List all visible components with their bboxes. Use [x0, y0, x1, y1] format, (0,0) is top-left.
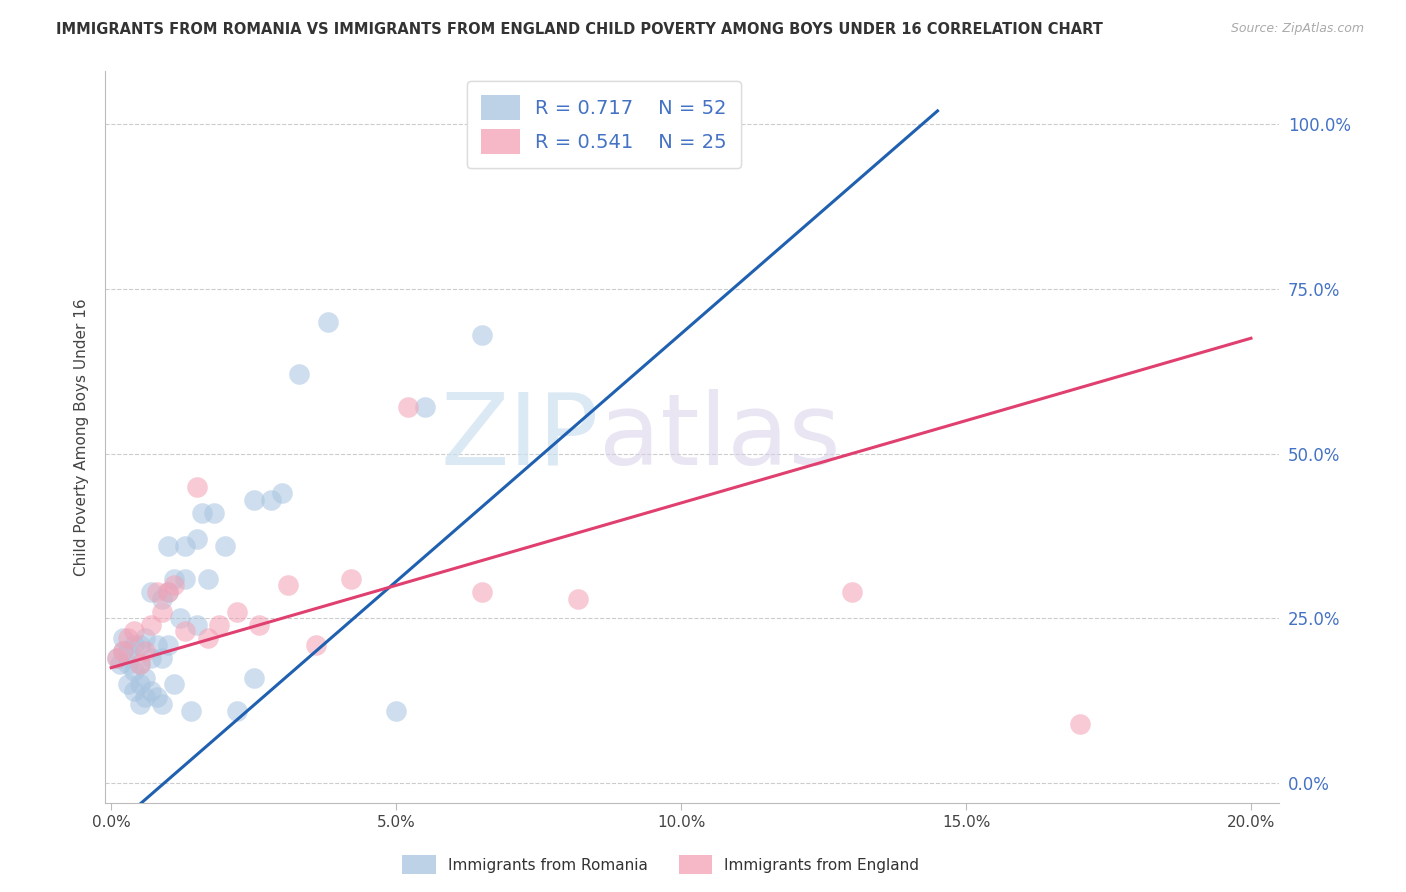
Point	[117, 677, 139, 691]
Point	[105, 650, 128, 665]
Point	[117, 657, 139, 672]
Point	[145, 585, 167, 599]
Point	[128, 657, 150, 672]
Text: ZIP: ZIP	[440, 389, 599, 485]
Point	[157, 638, 180, 652]
Y-axis label: Child Poverty Among Boys Under 16: Child Poverty Among Boys Under 16	[75, 298, 90, 576]
Point	[128, 657, 150, 672]
Point	[163, 578, 186, 592]
Point	[277, 578, 299, 592]
Point	[242, 671, 264, 685]
Point	[122, 638, 145, 652]
Point	[117, 644, 139, 658]
Point	[208, 618, 231, 632]
Text: atlas: atlas	[599, 389, 841, 485]
Point	[169, 611, 191, 625]
Point	[163, 677, 186, 691]
Point	[152, 591, 174, 606]
Point	[197, 631, 219, 645]
Point	[128, 638, 150, 652]
Point	[128, 697, 150, 711]
Point	[134, 644, 156, 658]
Point	[145, 638, 167, 652]
Point	[197, 572, 219, 586]
Point	[396, 401, 419, 415]
Point	[139, 650, 162, 665]
Point	[214, 539, 236, 553]
Point	[111, 631, 134, 645]
Point	[117, 631, 139, 645]
Point	[105, 650, 128, 665]
Point	[841, 585, 863, 599]
Point	[174, 572, 197, 586]
Point	[139, 683, 162, 698]
Point	[186, 618, 208, 632]
Point	[225, 704, 247, 718]
Legend: R = 0.717    N = 52, R = 0.541    N = 25: R = 0.717 N = 52, R = 0.541 N = 25	[467, 81, 741, 168]
Point	[271, 486, 294, 500]
Point	[134, 671, 156, 685]
Point	[288, 368, 311, 382]
Point	[339, 572, 361, 586]
Point	[247, 618, 270, 632]
Point	[225, 605, 247, 619]
Point	[157, 585, 180, 599]
Point	[174, 539, 197, 553]
Point	[180, 704, 202, 718]
Point	[152, 650, 174, 665]
Point	[157, 585, 180, 599]
Point	[111, 644, 134, 658]
Point	[385, 704, 408, 718]
Point	[134, 690, 156, 705]
Point	[260, 492, 283, 507]
Point	[145, 690, 167, 705]
Text: Source: ZipAtlas.com: Source: ZipAtlas.com	[1230, 22, 1364, 36]
Legend: Immigrants from Romania, Immigrants from England: Immigrants from Romania, Immigrants from…	[396, 849, 925, 880]
Text: IMMIGRANTS FROM ROMANIA VS IMMIGRANTS FROM ENGLAND CHILD POVERTY AMONG BOYS UNDE: IMMIGRANTS FROM ROMANIA VS IMMIGRANTS FR…	[56, 22, 1104, 37]
Point	[108, 657, 131, 672]
Point	[186, 479, 208, 493]
Point	[139, 618, 162, 632]
Point	[139, 585, 162, 599]
Point	[1069, 716, 1091, 731]
Point	[191, 506, 214, 520]
Point	[471, 327, 494, 342]
Point	[305, 638, 328, 652]
Point	[128, 677, 150, 691]
Point	[316, 315, 339, 329]
Point	[111, 644, 134, 658]
Point	[122, 683, 145, 698]
Point	[567, 591, 589, 606]
Point	[122, 664, 145, 678]
Point	[174, 624, 197, 639]
Point	[122, 624, 145, 639]
Point	[157, 539, 180, 553]
Point	[471, 585, 494, 599]
Point	[152, 605, 174, 619]
Point	[202, 506, 225, 520]
Point	[186, 533, 208, 547]
Point	[242, 492, 264, 507]
Point	[152, 697, 174, 711]
Point	[163, 572, 186, 586]
Point	[413, 401, 436, 415]
Point	[134, 631, 156, 645]
